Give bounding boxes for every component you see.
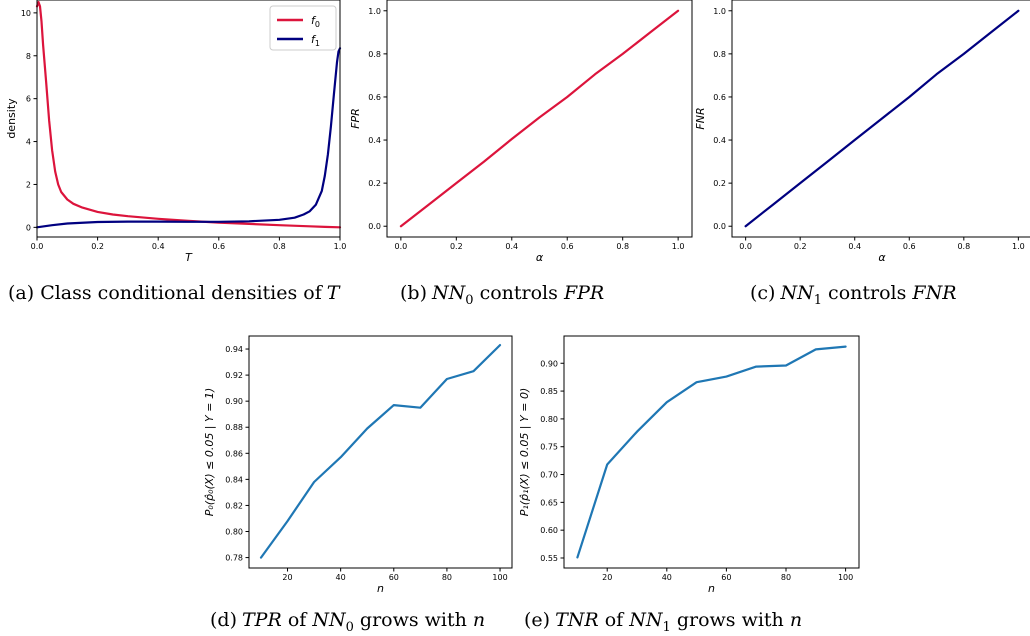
x-tick-label-b: 0.2 bbox=[450, 242, 463, 251]
x-tick-label-a: 0.0 bbox=[31, 242, 44, 251]
x-axis-label-b: α bbox=[536, 251, 544, 264]
y-axis-label-c: FNR bbox=[694, 107, 707, 129]
y-tick-label-b: 0.4 bbox=[368, 136, 381, 145]
x-tick-label-d: 60 bbox=[389, 573, 399, 582]
y-tick-label-c: 0.4 bbox=[713, 136, 726, 145]
y-tick-label-c: 0.2 bbox=[713, 179, 726, 188]
series-line-c-0 bbox=[744, 9, 1020, 228]
x-axis-label-a: T bbox=[185, 251, 193, 264]
x-tick-label-a: 0.8 bbox=[273, 242, 286, 251]
y-tick-label-a: 8 bbox=[26, 52, 31, 61]
y-tick-label-d: 0.80 bbox=[225, 528, 243, 537]
y-tick-label-d: 0.92 bbox=[225, 371, 243, 380]
y-tick-label-c: 0.8 bbox=[713, 50, 726, 59]
y-tick-label-e: 0.70 bbox=[540, 471, 558, 480]
y-tick-label-d: 0.82 bbox=[225, 501, 243, 510]
y-tick-label-a: 2 bbox=[26, 180, 31, 189]
x-tick-label-e: 20 bbox=[602, 573, 612, 582]
y-tick-label-a: 4 bbox=[26, 138, 31, 147]
y-tick-label-b: 1.0 bbox=[368, 7, 381, 16]
series-line-d-0 bbox=[259, 344, 502, 559]
series-line-a-1 bbox=[35, 47, 342, 229]
y-tick-label-c: 1.0 bbox=[713, 7, 726, 16]
series-line-a-0 bbox=[35, 0, 342, 229]
x-axis-label-d: n bbox=[377, 582, 384, 595]
x-tick-label-a: 0.6 bbox=[212, 242, 225, 251]
caption-d: (d) TPR of NN0 grows with n bbox=[210, 609, 486, 635]
y-tick-label-a: 10 bbox=[21, 9, 31, 18]
y-tick-label-e: 0.75 bbox=[540, 443, 558, 452]
x-tick-label-c: 0.2 bbox=[794, 242, 807, 251]
x-tick-label-b: 0.8 bbox=[616, 242, 629, 251]
y-tick-label-a: 0 bbox=[26, 223, 31, 232]
x-tick-label-e: 60 bbox=[721, 573, 731, 582]
plot-frame-b bbox=[386, 0, 693, 238]
legend-label-f0: f0 bbox=[311, 14, 320, 29]
x-tick-label-b: 0.6 bbox=[561, 242, 574, 251]
caption-a: (a) Class conditional densities of T bbox=[8, 282, 340, 304]
x-tick-label-e: 80 bbox=[781, 573, 791, 582]
plot-frame-a bbox=[36, 0, 341, 238]
x-tick-label-d: 100 bbox=[492, 573, 507, 582]
x-tick-label-b: 1.0 bbox=[672, 242, 685, 251]
y-axis-label-e: P₁(p̂₁(X) ≤ 0.05 | Y = 0) bbox=[518, 388, 531, 516]
y-tick-label-d: 0.78 bbox=[225, 554, 243, 563]
y-tick-label-c: 0.6 bbox=[713, 93, 726, 102]
x-tick-label-a: 0.4 bbox=[152, 242, 165, 251]
y-tick-label-b: 0.2 bbox=[368, 179, 381, 188]
y-tick-label-d: 0.94 bbox=[225, 345, 243, 354]
x-tick-label-c: 0.8 bbox=[957, 242, 970, 251]
chart-c: 0.0 0.2 0.4 0.6 0.8 1.0 0.0 0.2 0.4 0.6 0.8 1.0 α FNR bbox=[694, 0, 1030, 264]
caption-c: (c) NN1 controls FNR bbox=[750, 282, 957, 308]
chart-e: 20 40 60 80 100 0.55 0.60 0.65 0.70 0.75 0.80 0.85 0… bbox=[518, 335, 860, 595]
x-tick-label-d: 80 bbox=[442, 573, 452, 582]
y-tick-label-d: 0.88 bbox=[225, 423, 243, 432]
plot-frame-d bbox=[248, 335, 513, 569]
x-tick-label-c: 1.0 bbox=[1012, 242, 1025, 251]
x-tick-label-b: 0.4 bbox=[505, 242, 518, 251]
x-axis-label-e: n bbox=[708, 582, 715, 595]
y-tick-label-c: 0.0 bbox=[713, 222, 726, 231]
caption-e: (e) TNR of NN1 grows with n bbox=[524, 609, 803, 635]
x-tick-label-c: 0.6 bbox=[903, 242, 916, 251]
chart-d: 20 40 60 80 100 0.78 0.80 0.82 0.84 0.86 0.88 0.90 0… bbox=[203, 335, 513, 595]
y-axis-label-a: density bbox=[5, 98, 18, 139]
series-line-e-0 bbox=[576, 345, 847, 559]
x-axis-label-c: α bbox=[878, 251, 886, 264]
x-tick-label-e: 40 bbox=[662, 573, 672, 582]
legend-label-f1: f1 bbox=[311, 33, 320, 48]
x-tick-label-c: 0.4 bbox=[848, 242, 861, 251]
y-tick-label-a: 6 bbox=[26, 95, 31, 104]
y-tick-label-e: 0.60 bbox=[540, 526, 558, 535]
y-tick-label-b: 0.0 bbox=[368, 222, 381, 231]
chart-b: 0.0 0.2 0.4 0.6 0.8 1.0 0.0 0.2 0.4 0.6 0.8 1.0 α FPR bbox=[349, 0, 693, 264]
x-tick-label-b: 0.0 bbox=[394, 242, 407, 251]
x-tick-label-e: 100 bbox=[838, 573, 853, 582]
x-tick-label-d: 20 bbox=[282, 573, 292, 582]
x-tick-label-d: 40 bbox=[336, 573, 346, 582]
y-tick-label-b: 0.8 bbox=[368, 50, 381, 59]
series-line-b-0 bbox=[399, 9, 680, 228]
caption-b: (b) NN0 controls FPR bbox=[400, 282, 605, 308]
y-tick-label-d: 0.86 bbox=[225, 449, 243, 458]
y-tick-label-d: 0.84 bbox=[225, 475, 243, 484]
y-tick-label-e: 0.65 bbox=[540, 498, 558, 507]
x-tick-label-c: 0.0 bbox=[739, 242, 752, 251]
x-tick-label-a: 0.2 bbox=[91, 242, 104, 251]
plot-frame-e bbox=[563, 335, 860, 569]
y-tick-label-e: 0.55 bbox=[540, 554, 558, 563]
plot-frame-c bbox=[731, 0, 1030, 238]
y-tick-label-e: 0.80 bbox=[540, 415, 558, 424]
y-tick-label-d: 0.90 bbox=[225, 397, 243, 406]
y-axis-label-d: P₀(p̂₀(X) ≤ 0.05 | Y = 1) bbox=[203, 388, 216, 516]
y-tick-label-e: 0.90 bbox=[540, 359, 558, 368]
x-tick-label-a: 1.0 bbox=[334, 242, 347, 251]
y-tick-label-e: 0.85 bbox=[540, 387, 558, 396]
legend-box bbox=[269, 5, 337, 51]
y-axis-label-b: FPR bbox=[349, 108, 362, 129]
y-tick-label-b: 0.6 bbox=[368, 93, 381, 102]
